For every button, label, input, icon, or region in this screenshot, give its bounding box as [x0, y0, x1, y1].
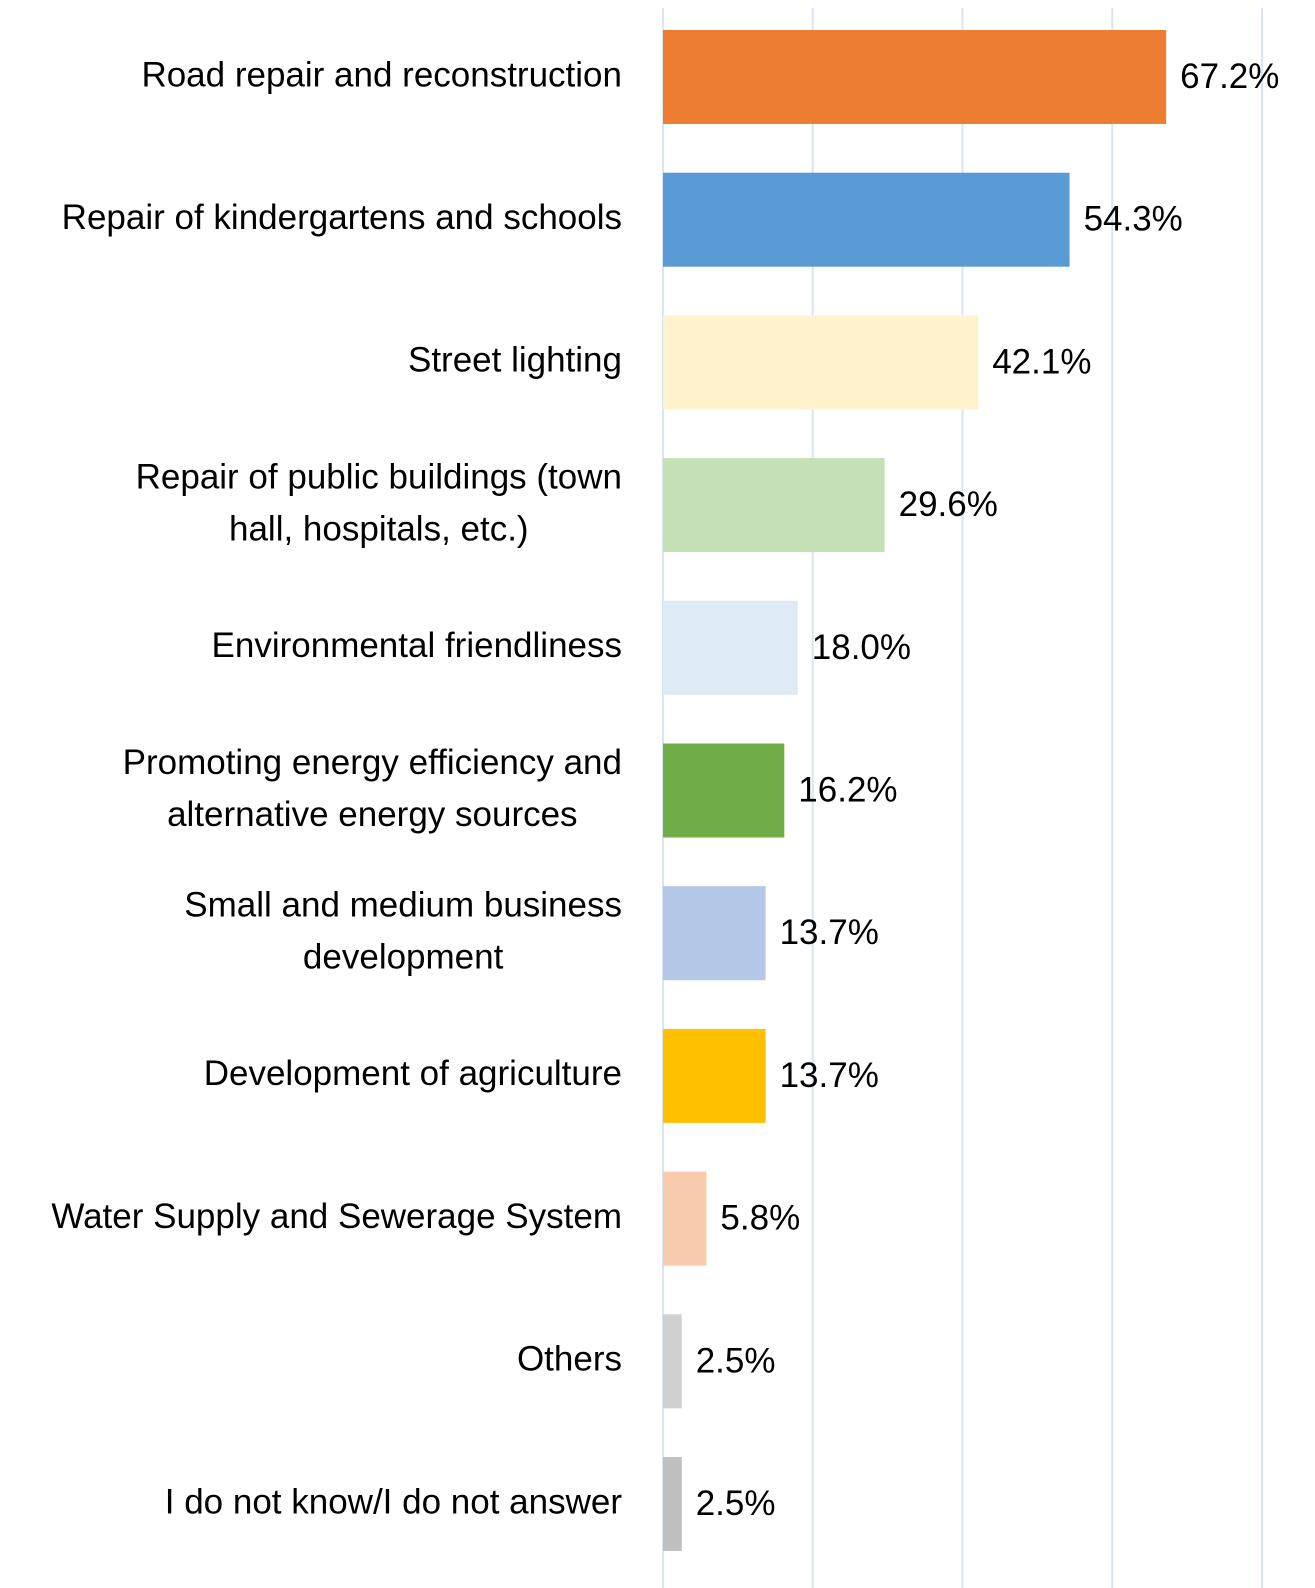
bar-1	[663, 172, 1070, 267]
category-label-8: Water Supply and Sewerage System	[51, 1197, 622, 1236]
value-label-4: 18.0%	[812, 628, 911, 667]
category-label-2: Street lighting	[408, 341, 622, 380]
category-label-5-line-0: Promoting energy efficiency and	[123, 743, 622, 782]
category-labels: Road repair and reconstruction Repair of …	[51, 55, 622, 1521]
category-label-3-line-1: hall, hospitals, etc.)	[229, 509, 529, 548]
value-label-9: 2.5%	[696, 1341, 776, 1380]
value-label-2: 42.1%	[992, 342, 1091, 381]
value-label-5: 16.2%	[798, 771, 897, 810]
value-label-3: 29.6%	[899, 485, 998, 524]
bar-8	[663, 1171, 707, 1266]
bar-9	[663, 1314, 682, 1409]
category-label-1: Repair of kindergartens and schools	[62, 198, 622, 237]
value-label-6: 13.7%	[780, 913, 879, 952]
category-label-6-line-0: Small and medium business	[184, 885, 622, 924]
category-label-6: Small and medium business development	[184, 885, 622, 976]
value-label-7: 13.7%	[780, 1056, 879, 1095]
category-label-6-line-1: development	[303, 937, 504, 976]
bar-6	[663, 886, 766, 981]
category-label-7: Development of agriculture	[204, 1054, 622, 1093]
category-label-0: Road repair and reconstruction	[141, 55, 622, 94]
category-label-10: I do not know/I do not answer	[165, 1482, 623, 1521]
bar-2	[663, 315, 979, 410]
category-label-3: Repair of public buildings (town hall, ho…	[136, 457, 622, 548]
bar-7	[663, 1028, 766, 1123]
value-label-0: 67.2%	[1180, 57, 1279, 96]
category-label-3-line-0: Repair of public buildings (town	[136, 457, 622, 496]
category-label-5-line-1: alternative energy sources	[167, 795, 578, 834]
category-label-9: Others	[517, 1340, 622, 1379]
bar-10	[663, 1457, 682, 1551]
bar-3	[663, 458, 885, 553]
bar-5	[663, 743, 785, 838]
category-label-5: Promoting energy efficiency and alternati…	[123, 743, 622, 834]
bar-0	[663, 30, 1167, 124]
category-label-4: Environmental friendliness	[212, 626, 622, 665]
value-label-10: 2.5%	[696, 1484, 776, 1523]
value-labels: 67.2% 54.3% 42.1% 29.6% 18.0% 16.2% 13.7% 13.7%…	[696, 57, 1280, 1523]
value-label-8: 5.8%	[720, 1199, 800, 1238]
value-label-1: 54.3%	[1084, 200, 1183, 239]
bars	[663, 30, 1167, 1551]
bar-4	[663, 600, 798, 695]
